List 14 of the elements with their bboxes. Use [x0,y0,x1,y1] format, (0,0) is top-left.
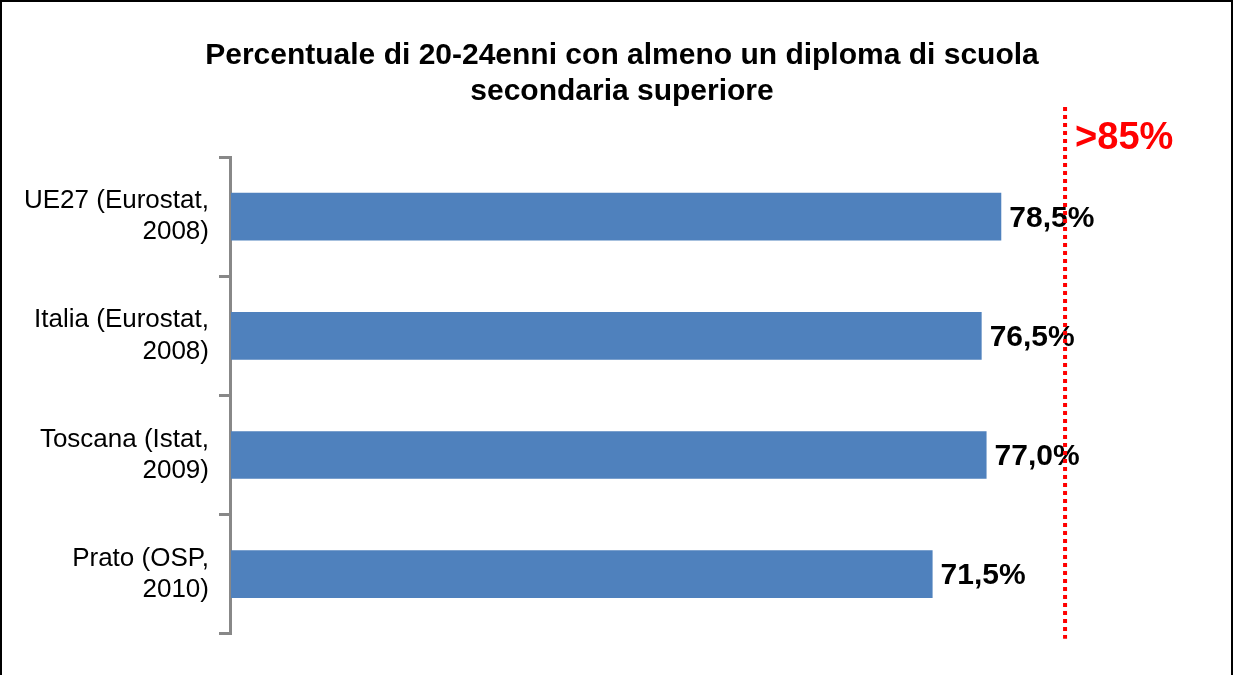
ref-line-label: >85% [1075,115,1174,158]
y-tick-label: UE27 (Eurostat, 2008) [23,184,209,246]
bar [230,550,933,599]
data-label: 78,5% [1009,199,1095,233]
y-tick-label: Toscana (Istat, 2009) [39,422,209,484]
chart-title: Percentuale di 20-24enni con almeno un diploma di scuola secondaria superiore [204,36,1040,108]
data-label: 77,0% [994,438,1080,472]
y-tick-label: Italia (Eurostat, 2008) [34,303,209,365]
y-tick-label: Prato (OSP, 2010) [72,541,209,603]
bar [230,311,982,360]
bar [230,431,987,479]
bar [230,192,1002,241]
data-label: 71,5% [940,557,1026,591]
data-label: 76,5% [989,319,1075,353]
